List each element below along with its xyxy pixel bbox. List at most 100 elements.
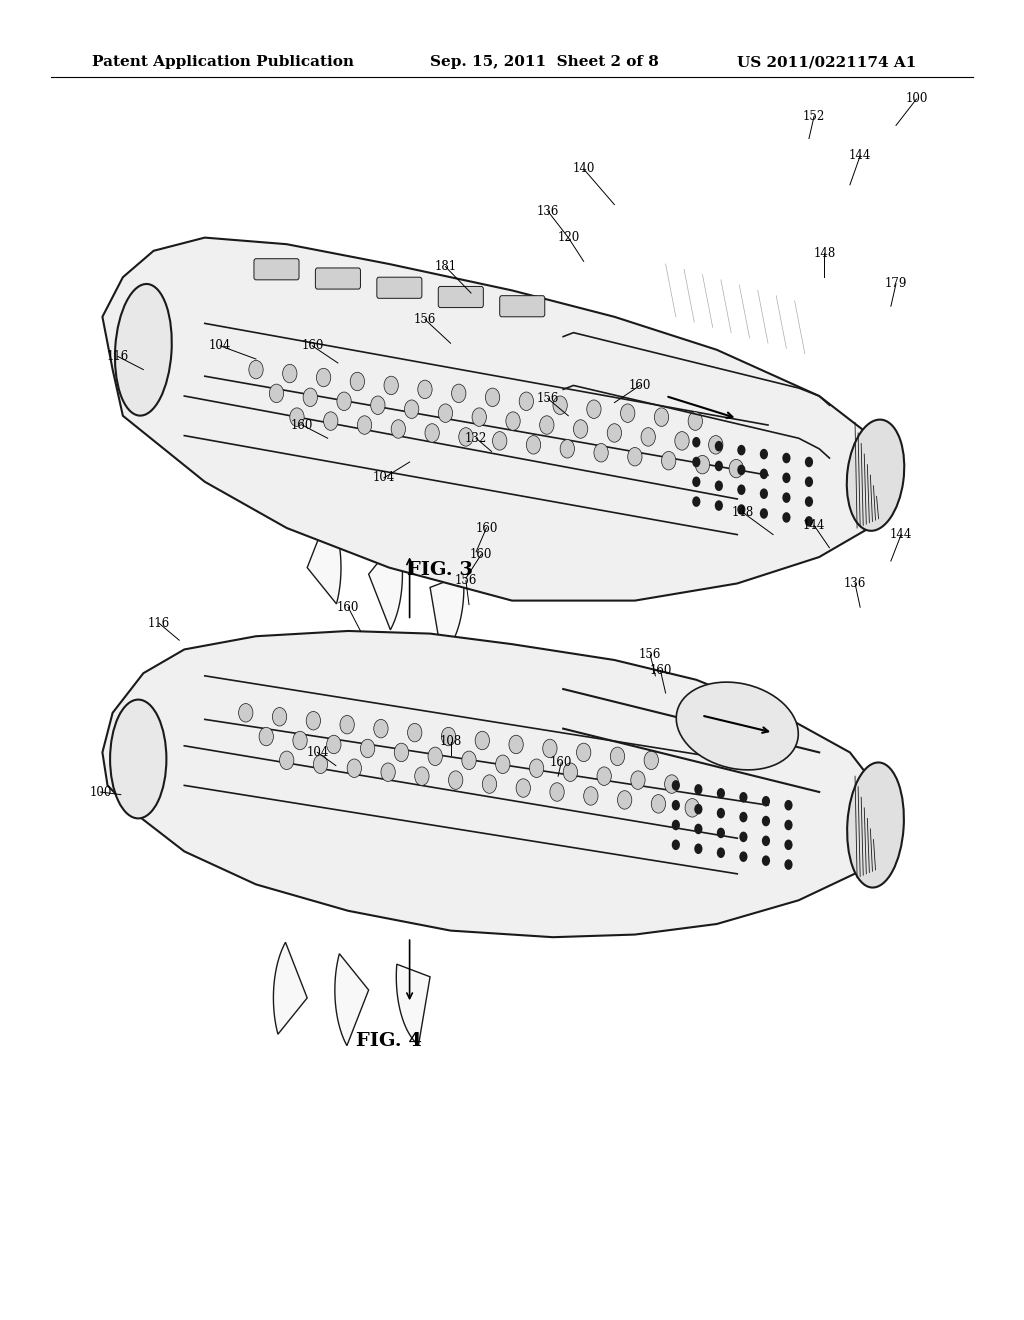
Circle shape <box>782 453 791 463</box>
Text: 116: 116 <box>147 616 170 630</box>
Circle shape <box>360 739 375 758</box>
Circle shape <box>506 412 520 430</box>
Ellipse shape <box>115 284 172 416</box>
Circle shape <box>737 465 745 475</box>
Circle shape <box>717 828 725 838</box>
Circle shape <box>428 747 442 766</box>
Circle shape <box>371 396 385 414</box>
Text: 148: 148 <box>813 247 836 260</box>
Circle shape <box>739 812 748 822</box>
Circle shape <box>509 735 523 754</box>
Circle shape <box>496 755 510 774</box>
Circle shape <box>762 796 770 807</box>
Circle shape <box>577 743 591 762</box>
Text: 104: 104 <box>373 471 395 484</box>
Circle shape <box>350 372 365 391</box>
Circle shape <box>760 488 768 499</box>
Text: 156: 156 <box>414 313 436 326</box>
Circle shape <box>391 420 406 438</box>
Circle shape <box>283 364 297 383</box>
Circle shape <box>597 767 611 785</box>
Circle shape <box>695 455 710 474</box>
Circle shape <box>303 388 317 407</box>
Circle shape <box>526 436 541 454</box>
Text: FIG. 3: FIG. 3 <box>408 561 473 579</box>
Circle shape <box>760 508 768 519</box>
Circle shape <box>404 400 419 418</box>
Circle shape <box>418 380 432 399</box>
Circle shape <box>293 731 307 750</box>
Circle shape <box>280 751 294 770</box>
Polygon shape <box>273 942 307 1035</box>
Circle shape <box>760 469 768 479</box>
Circle shape <box>715 500 723 511</box>
Circle shape <box>408 723 422 742</box>
Circle shape <box>694 843 702 854</box>
Text: 140: 140 <box>572 162 595 176</box>
Circle shape <box>594 444 608 462</box>
Circle shape <box>493 432 507 450</box>
Ellipse shape <box>847 763 904 887</box>
Circle shape <box>249 360 263 379</box>
Text: 160: 160 <box>629 379 651 392</box>
Circle shape <box>692 437 700 447</box>
Circle shape <box>644 751 658 770</box>
Circle shape <box>692 457 700 467</box>
Circle shape <box>784 820 793 830</box>
FancyBboxPatch shape <box>438 286 483 308</box>
Text: 160: 160 <box>301 339 324 352</box>
Circle shape <box>316 368 331 387</box>
Text: 152: 152 <box>803 110 825 123</box>
Circle shape <box>782 492 791 503</box>
Circle shape <box>805 457 813 467</box>
Circle shape <box>694 804 702 814</box>
Circle shape <box>272 708 287 726</box>
Text: 160: 160 <box>470 548 493 561</box>
Text: 160: 160 <box>649 664 672 677</box>
Circle shape <box>394 743 409 762</box>
Circle shape <box>472 408 486 426</box>
Circle shape <box>540 416 554 434</box>
Circle shape <box>665 775 679 793</box>
Text: 156: 156 <box>455 574 477 587</box>
Circle shape <box>717 847 725 858</box>
Ellipse shape <box>847 420 904 531</box>
Text: 144: 144 <box>849 149 871 162</box>
Circle shape <box>784 800 793 810</box>
Text: 156: 156 <box>639 648 662 661</box>
Ellipse shape <box>111 700 166 818</box>
Text: 144: 144 <box>890 528 912 541</box>
Circle shape <box>459 428 473 446</box>
Text: Sep. 15, 2011  Sheet 2 of 8: Sep. 15, 2011 Sheet 2 of 8 <box>430 55 659 70</box>
Circle shape <box>628 447 642 466</box>
Circle shape <box>709 436 723 454</box>
Circle shape <box>692 496 700 507</box>
Circle shape <box>617 791 632 809</box>
Text: 160: 160 <box>337 601 359 614</box>
Circle shape <box>269 384 284 403</box>
Circle shape <box>641 428 655 446</box>
Text: 116: 116 <box>106 350 129 363</box>
Text: 132: 132 <box>465 432 487 445</box>
Circle shape <box>516 779 530 797</box>
Text: 136: 136 <box>844 577 866 590</box>
Circle shape <box>374 719 388 738</box>
Circle shape <box>306 711 321 730</box>
Circle shape <box>441 727 456 746</box>
Circle shape <box>340 715 354 734</box>
Circle shape <box>425 424 439 442</box>
Text: 144: 144 <box>803 519 825 532</box>
Text: Patent Application Publication: Patent Application Publication <box>92 55 354 70</box>
Circle shape <box>651 795 666 813</box>
Circle shape <box>672 780 680 791</box>
Circle shape <box>737 484 745 495</box>
Circle shape <box>672 800 680 810</box>
Circle shape <box>381 763 395 781</box>
Circle shape <box>805 496 813 507</box>
Circle shape <box>543 739 557 758</box>
Text: 108: 108 <box>439 735 462 748</box>
Polygon shape <box>335 953 369 1045</box>
Text: 156: 156 <box>537 392 559 405</box>
FancyBboxPatch shape <box>254 259 299 280</box>
Text: 160: 160 <box>291 418 313 432</box>
